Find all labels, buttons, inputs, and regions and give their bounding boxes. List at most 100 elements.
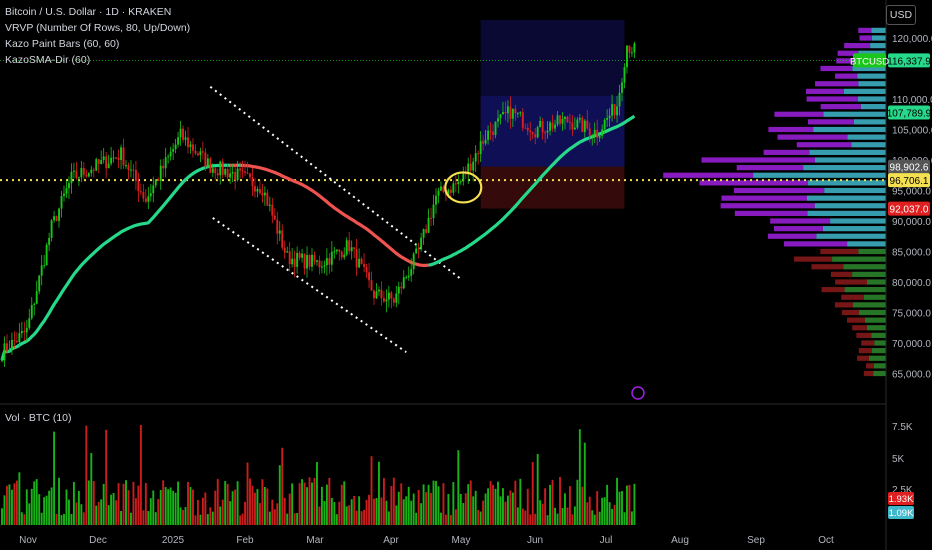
paint-bars-indicator-label[interactable]: Kazo Paint Bars (60, 60) (5, 38, 120, 50)
volume-bar (85, 425, 88, 525)
time-tick-label: Nov (19, 535, 37, 546)
vrvp-bar-down (837, 50, 859, 56)
candle-body (144, 198, 147, 202)
candle-body (139, 191, 142, 193)
vrvp-bar-up (860, 104, 886, 110)
vrvp-bar-up (814, 203, 886, 209)
time-tick-label: Jun (527, 535, 543, 546)
volume-bar (162, 480, 165, 525)
candle-body (432, 204, 435, 219)
volume-bar (231, 491, 234, 525)
symbol-title[interactable]: Bitcoin / U.S. Dollar · 1D · KRAKEN (5, 6, 172, 18)
candle-body (206, 158, 209, 168)
candle-body (182, 128, 184, 140)
volume-bar (107, 505, 110, 525)
candle-body (576, 119, 579, 128)
candle-body (330, 251, 333, 265)
volume-bar (360, 511, 363, 525)
candle-body (469, 163, 472, 171)
candle-body (335, 249, 338, 252)
sma-line-segment (428, 114, 636, 267)
candle-body (281, 230, 284, 248)
volume-bar (561, 508, 564, 525)
vrvp-bar-up (866, 279, 886, 285)
candle-body (345, 240, 348, 255)
vrvp-bar-up (858, 248, 886, 255)
candle-body (581, 117, 584, 132)
volume-bar (323, 501, 326, 525)
candle-body (422, 229, 425, 238)
volume-bar (70, 513, 73, 525)
volume-bar (25, 489, 28, 525)
candle-body (494, 121, 497, 136)
volume-bar (370, 456, 373, 525)
volume-bar (53, 431, 56, 525)
candle-body (611, 104, 614, 116)
volume-bar (199, 514, 202, 525)
vrvp-bar-down (701, 157, 816, 163)
vrvp-bar-up (844, 287, 886, 293)
candle-body (482, 141, 485, 144)
candle-body (196, 153, 199, 156)
candle-body (449, 189, 452, 193)
volume-bar (20, 512, 23, 525)
candle-body (417, 248, 420, 250)
volume-bar (139, 425, 142, 525)
candle-body (616, 106, 618, 116)
vrvp-indicator-label[interactable]: VRVP (Number Of Rows, 80, Up/Down) (5, 22, 191, 34)
vrvp-bar-up (822, 226, 886, 232)
vrvp-bar-down (793, 256, 833, 262)
candle-body (162, 165, 165, 169)
ticker-label-box (853, 53, 886, 68)
volume-bar (142, 510, 145, 525)
candle-body (234, 172, 237, 181)
volume-bar (224, 481, 227, 525)
candle-body (502, 112, 504, 115)
sma-indicator-label[interactable]: KazoSMA-Dir (60) (5, 54, 91, 66)
candle-body (95, 159, 98, 171)
vrvp-bar-down (861, 340, 875, 346)
candle-body (338, 249, 341, 252)
volume-bar (420, 503, 423, 525)
candle-body (608, 115, 611, 118)
vrvp-bar-down (865, 363, 874, 369)
candle-body (484, 139, 487, 144)
vrvp-bar-down (777, 134, 848, 140)
candle-body (308, 255, 311, 267)
volume-bar (541, 503, 544, 525)
candle-body (395, 293, 398, 303)
candle-body (211, 168, 214, 173)
candle-body (437, 190, 440, 196)
volume-bar (524, 510, 527, 525)
currency-button[interactable]: USD (886, 5, 916, 25)
volume-bar (112, 493, 115, 525)
price-tick-label: 85,000.0 (892, 248, 931, 259)
volume-bar (363, 509, 366, 525)
candle-body (633, 43, 636, 53)
candle-body (159, 165, 162, 182)
vrvp-bar-down (821, 287, 845, 293)
candle-body (323, 265, 326, 267)
vrvp-bar-up (852, 271, 886, 277)
candle-body (90, 169, 93, 173)
candle-body (286, 251, 289, 253)
volume-bar (236, 481, 239, 525)
volume-legend[interactable]: Vol · BTC (10) (5, 412, 72, 424)
volume-bar (405, 496, 408, 525)
volume-bar (397, 491, 400, 525)
volume-bar (306, 487, 308, 525)
volume-bar (549, 484, 552, 525)
price-label-text: 92,037.0 (890, 205, 929, 216)
vrvp-bar-down (811, 264, 844, 270)
candle-body (546, 130, 549, 133)
candle-body (246, 172, 249, 174)
candle-body (479, 141, 482, 155)
volume-tick-label: 2.5K (892, 485, 913, 496)
vrvp-bar-down (806, 88, 844, 94)
candle-body (596, 129, 599, 138)
candle-body (516, 113, 519, 115)
vrvp-bar-up (871, 348, 886, 354)
vrvp-bar-down (856, 332, 872, 338)
volume-bar (474, 490, 477, 525)
